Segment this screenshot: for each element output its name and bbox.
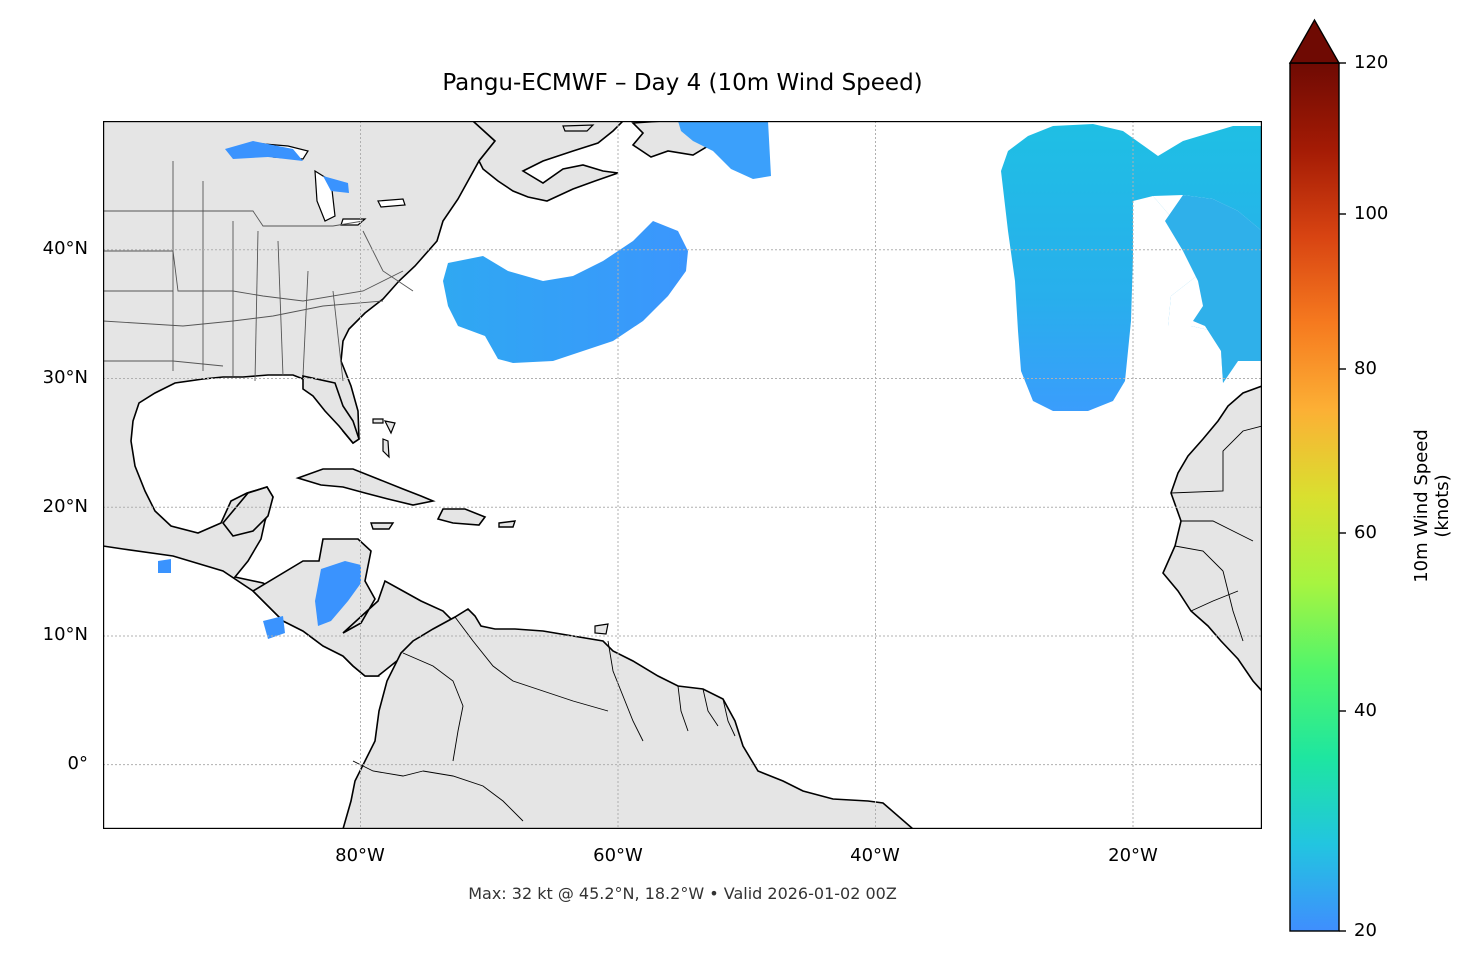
africa-borders — [1170, 425, 1262, 642]
gridlines — [103, 121, 1262, 829]
land-florida — [302, 375, 360, 445]
lat-label-20n: 20°N — [42, 496, 88, 517]
lat-label-40n: 40°N — [42, 238, 88, 259]
land-canada-east — [471, 121, 625, 202]
lon-label-60w: 60°W — [593, 845, 643, 866]
colorbar-tick-60: 60 — [1354, 522, 1377, 543]
lon-label-40w: 40°W — [850, 845, 900, 866]
wind-region-nova-scotia — [678, 121, 771, 179]
land-pei — [562, 124, 595, 132]
colorbar-extend-arrow — [1288, 18, 1341, 64]
land-trinidad — [594, 623, 609, 635]
colorbar-label: 10m Wind Speed (knots) — [1411, 429, 1453, 583]
chart-title: Pangu-ECMWF – Day 4 (10m Wind Speed) — [442, 70, 923, 96]
land-cuba — [295, 468, 436, 506]
land-hispaniola — [436, 508, 487, 526]
map-border — [103, 121, 1262, 829]
wind-region-eastern-atlantic — [1001, 124, 1262, 411]
lon-label-20w: 20°W — [1108, 845, 1158, 866]
colorbar-tick-120: 120 — [1354, 52, 1389, 73]
lon-label-80w: 80°W — [335, 845, 385, 866]
lat-label-0: 0° — [67, 753, 88, 774]
land-puerto-rico — [498, 520, 517, 528]
colorbar-ticks — [1339, 62, 1346, 932]
colorbar-tick-20: 20 — [1354, 920, 1377, 941]
wind-region-caribbean — [315, 561, 361, 626]
wind-region-great-lakes — [225, 141, 349, 193]
state-borders — [103, 161, 414, 382]
footer-caption: Max: 32 kt @ 45.2°N, 18.2°W • Valid 2026… — [468, 884, 897, 903]
land-jamaica — [370, 522, 395, 530]
lat-label-10n: 10°N — [42, 624, 88, 645]
map-panel — [103, 121, 1262, 829]
wind-region-eastern-hook — [1165, 195, 1262, 383]
land-central-america — [251, 538, 460, 677]
wind-region-western-atlantic — [443, 221, 688, 363]
colorbar-gradient — [1289, 62, 1340, 932]
colorbar-tick-80: 80 — [1354, 358, 1377, 379]
colorbar-tick-100: 100 — [1354, 203, 1389, 224]
wind-region-honduras — [263, 616, 285, 639]
land-bahamas — [372, 418, 396, 459]
colorbar-tick-40: 40 — [1354, 700, 1377, 721]
land-yucatan — [221, 486, 274, 537]
lat-label-30n: 30°N — [42, 367, 88, 388]
country-borders — [352, 616, 736, 822]
wind-region-gulf-small — [158, 559, 171, 573]
colorbar — [1288, 18, 1346, 932]
